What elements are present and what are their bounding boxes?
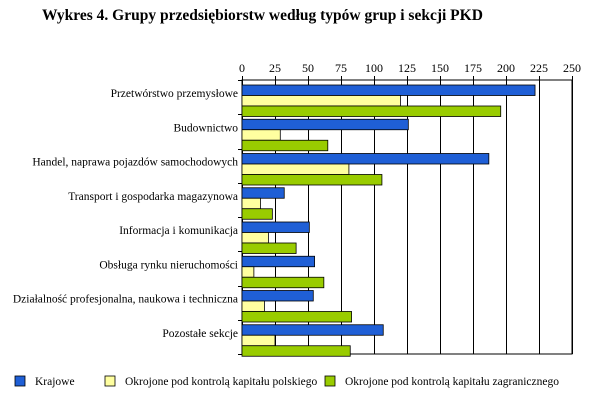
legend: Krajowe Okrojone pod kontrolą kapitału po… (14, 375, 559, 388)
legend-swatch (104, 375, 116, 387)
legend-label: Okrojone pod kontrolą kapitału zagranicz… (345, 376, 559, 388)
bar-3-6[interactable] (241, 276, 325, 289)
x-tick-label: 250 (563, 61, 581, 75)
category-label: Budownictwo (173, 122, 238, 134)
bar-1-8[interactable] (241, 324, 384, 336)
category-label: Handel, naprawa pojazdów samochodowych (32, 157, 238, 169)
bar-2-5[interactable] (241, 232, 269, 244)
category-label: Obsługa rynku nieruchomości (99, 259, 238, 271)
legend-label: Krajowe (35, 376, 75, 388)
bar-2-8[interactable] (241, 334, 276, 347)
bar-2-3[interactable] (241, 163, 350, 175)
bars (241, 84, 536, 357)
x-tick-label: 100 (365, 61, 383, 75)
bar-1-1[interactable] (241, 84, 536, 96)
bar-2-6[interactable] (241, 266, 255, 278)
legend-label: Okrojone pod kontrolą kapitału polskiego (125, 376, 318, 388)
x-tick-label: 175 (464, 61, 482, 75)
x-tick-label: 75 (335, 61, 347, 75)
x-tick-label: 200 (497, 61, 515, 75)
bar-1-7[interactable] (241, 290, 314, 302)
bar-2-4[interactable] (241, 197, 261, 210)
bar-2-2[interactable] (241, 129, 281, 141)
legend-item[interactable]: Okrojone pod kontrolą kapitału zagranicz… (324, 375, 559, 388)
bar-3-8[interactable] (241, 345, 351, 357)
bar-1-3[interactable] (241, 153, 490, 165)
legend-item[interactable]: Okrojone pod kontrolą kapitału polskiego (104, 375, 318, 388)
x-tick-label: 0 (239, 61, 245, 75)
bar-2-7[interactable] (241, 300, 265, 312)
bar-3-1[interactable] (241, 105, 502, 117)
category-label: Informacja i komunikacja (119, 225, 238, 237)
bar-3-5[interactable] (241, 242, 297, 254)
category-label: Pozostałe sekcje (162, 328, 238, 340)
bar-1-2[interactable] (241, 118, 409, 131)
legend-swatch (324, 375, 336, 387)
category-label: Działalność profesjonalna, naukowa i tec… (13, 294, 238, 306)
legend-swatch (14, 375, 26, 387)
category-label: Przetwórstwo przemysłowe (111, 88, 238, 100)
bar-1-5[interactable] (241, 221, 310, 233)
chart-title: Wykres 4. Grupy przedsiębiorstw według t… (42, 7, 483, 24)
bar-3-7[interactable] (241, 311, 352, 323)
bar-3-4[interactable] (241, 208, 273, 220)
x-tick-label: 25 (269, 61, 281, 75)
x-tick-label: 50 (302, 61, 314, 75)
bar-3-3[interactable] (241, 174, 383, 186)
bar-2-1[interactable] (241, 95, 401, 107)
category-label: Transport i gospodarka magazynowa (68, 191, 238, 203)
x-tick-labels: 0 25 50 75 100 125 150 175 200 225 250 (239, 61, 581, 75)
bar-1-6[interactable] (241, 255, 315, 268)
x-tick-label: 150 (431, 61, 449, 75)
bar-1-4[interactable] (241, 187, 285, 199)
legend-item[interactable]: Krajowe (14, 375, 75, 388)
x-tick-label: 125 (398, 61, 416, 75)
x-tick-label: 225 (530, 61, 548, 75)
category-labels: Przetwórstwo przemysłowe Budownictwo Hande… (13, 88, 238, 340)
bar-3-2[interactable] (241, 139, 329, 152)
